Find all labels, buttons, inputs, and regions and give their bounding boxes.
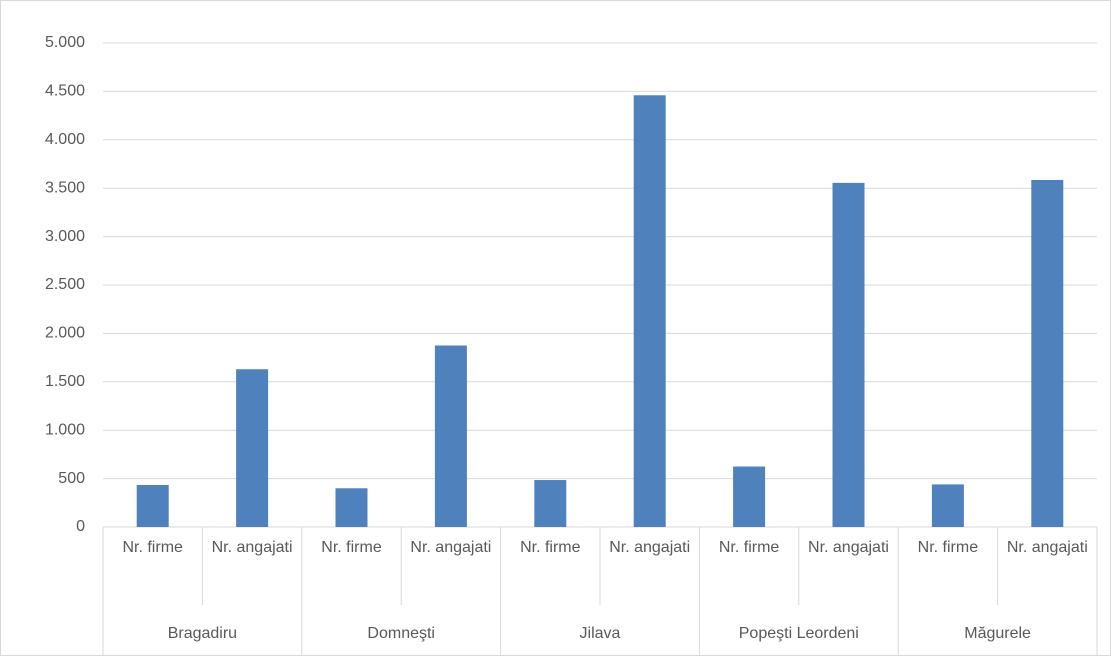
y-tick-label: 2.000 bbox=[45, 325, 85, 342]
x-tick-label: Nr. angajati bbox=[211, 539, 293, 556]
x-tick-label: Nr. firme bbox=[122, 539, 183, 556]
y-tick-label: 500 bbox=[58, 470, 85, 487]
y-tick-label: 3.000 bbox=[45, 228, 85, 245]
y-tick-label: 2.500 bbox=[45, 276, 85, 293]
group-label: Domneşti bbox=[367, 625, 435, 642]
group-label: Jilava bbox=[580, 625, 621, 642]
group-label: Bragadiru bbox=[168, 625, 237, 642]
bar bbox=[236, 369, 269, 527]
bar bbox=[335, 488, 368, 527]
bar bbox=[633, 95, 666, 527]
x-tick-label: Nr. firme bbox=[520, 539, 581, 556]
y-tick-label: 4.000 bbox=[45, 131, 85, 148]
y-tick-label: 4.500 bbox=[45, 83, 85, 100]
x-tick-label: Nr. firme bbox=[321, 539, 382, 556]
bar bbox=[931, 484, 964, 527]
y-tick-label: 3.500 bbox=[45, 179, 85, 196]
bar bbox=[534, 480, 567, 527]
x-tick-label: Nr. firme bbox=[917, 539, 979, 556]
bar bbox=[733, 466, 766, 527]
y-tick-label: 5.000 bbox=[45, 34, 85, 51]
x-tick-label: Nr. angajati bbox=[609, 539, 691, 556]
y-tick-label: 0 bbox=[76, 518, 85, 535]
y-tick-label: 1.000 bbox=[45, 421, 85, 438]
x-tick-label: Nr. angajati bbox=[808, 539, 889, 556]
x-tick-label: Nr. angajati bbox=[1006, 539, 1088, 556]
group-label: Popeşti Leordeni bbox=[739, 625, 859, 642]
bar bbox=[832, 182, 865, 527]
x-tick-label: Nr. angajati bbox=[410, 539, 492, 556]
y-tick-label: 1.500 bbox=[45, 373, 85, 390]
bar bbox=[434, 345, 467, 527]
bar bbox=[1031, 179, 1064, 528]
group-label: Măgurele bbox=[964, 625, 1031, 642]
bar bbox=[136, 484, 169, 527]
x-tick-label: Nr. firme bbox=[718, 539, 780, 556]
